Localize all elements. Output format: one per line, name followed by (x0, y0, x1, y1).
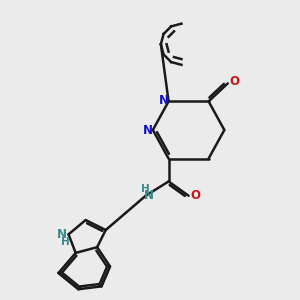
Text: H: H (61, 237, 70, 247)
Text: N: N (57, 228, 67, 242)
Text: N: N (143, 124, 153, 137)
Text: H: H (141, 184, 149, 194)
Text: N: N (159, 94, 169, 107)
Text: O: O (191, 189, 201, 202)
Text: N: N (144, 189, 154, 202)
Text: O: O (229, 75, 239, 88)
